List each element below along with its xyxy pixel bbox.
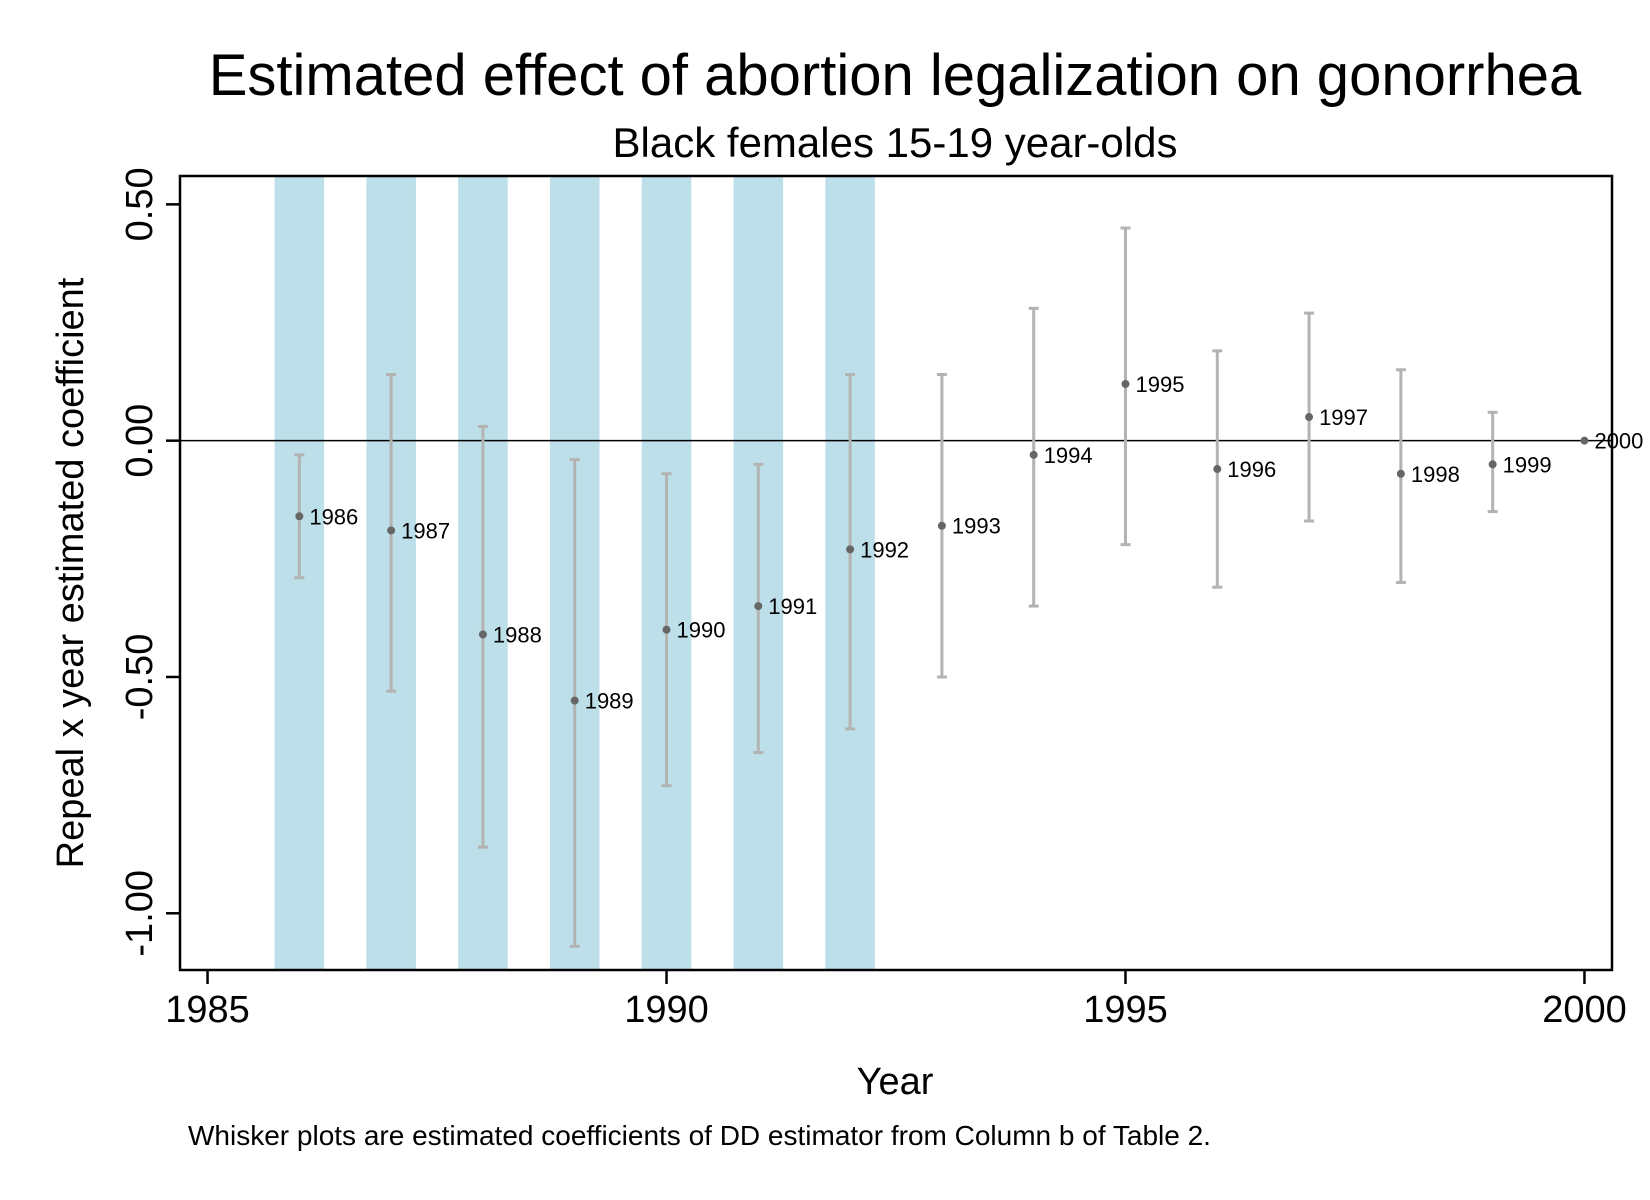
x-tick-label-2: 1995: [1083, 989, 1168, 1031]
point-1994: [1029, 450, 1038, 459]
point-label-1999: 1999: [1503, 452, 1552, 477]
point-label-2000: 2000: [1594, 429, 1643, 454]
point-label-1992: 1992: [860, 537, 909, 562]
point-1998: [1396, 469, 1405, 478]
point-label-1990: 1990: [677, 618, 726, 643]
point-label-group: 1986 1987 1988 1989 1990 1991 1992 1993 1994 1995…: [309, 372, 1643, 714]
point-1986: [295, 512, 304, 521]
point-1997: [1305, 413, 1314, 422]
point-1990: [662, 625, 671, 634]
point-1988: [478, 630, 487, 639]
point-label-1997: 1997: [1319, 405, 1368, 430]
x-tick-label-3: 2000: [1542, 989, 1627, 1031]
x-axis: 1985 1990 1995 2000: [165, 970, 1627, 1031]
x-tick-label-1: 1990: [624, 989, 709, 1031]
plot-frame: [178, 174, 1614, 972]
point-label-1994: 1994: [1044, 443, 1093, 468]
point-1999: [1488, 460, 1497, 469]
point-label-1989: 1989: [585, 689, 634, 714]
y-tick-label-0: 0.50: [119, 167, 161, 241]
point-1996: [1213, 465, 1222, 474]
point-group: [295, 379, 1589, 705]
point-label-1996: 1996: [1227, 457, 1276, 482]
y-tick-label-2: -0.50: [119, 634, 161, 721]
y-axis-label: Repeal x year estimated coefficient: [50, 277, 92, 868]
y-tick-label-3: -1.00: [119, 870, 161, 957]
x-tick-label-0: 1985: [165, 989, 250, 1031]
point-label-1986: 1986: [309, 504, 358, 529]
point-1993: [937, 521, 946, 530]
chart-title: Estimated effect of abortion legalizatio…: [209, 43, 1582, 108]
point-label-1998: 1998: [1411, 462, 1460, 487]
point-1989: [570, 696, 579, 705]
point-2000: [1580, 436, 1589, 445]
y-axis: 0.50 0.00 -0.50 -1.00: [119, 167, 180, 957]
x-axis-label: Year: [857, 1061, 934, 1103]
point-1992: [846, 545, 855, 554]
y-tick-label-1: 0.00: [119, 404, 161, 478]
point-label-1988: 1988: [493, 622, 542, 647]
point-label-1995: 1995: [1135, 372, 1184, 397]
point-label-1987: 1987: [401, 518, 450, 543]
chart-note: Whisker plots are estimated coefficients…: [188, 1120, 1211, 1151]
chart-subtitle: Black females 15-19 year-olds: [613, 119, 1178, 166]
point-label-1993: 1993: [952, 514, 1001, 539]
point-1995: [1121, 379, 1130, 388]
point-1991: [754, 602, 763, 611]
point-label-1991: 1991: [768, 594, 817, 619]
point-1987: [387, 526, 396, 535]
